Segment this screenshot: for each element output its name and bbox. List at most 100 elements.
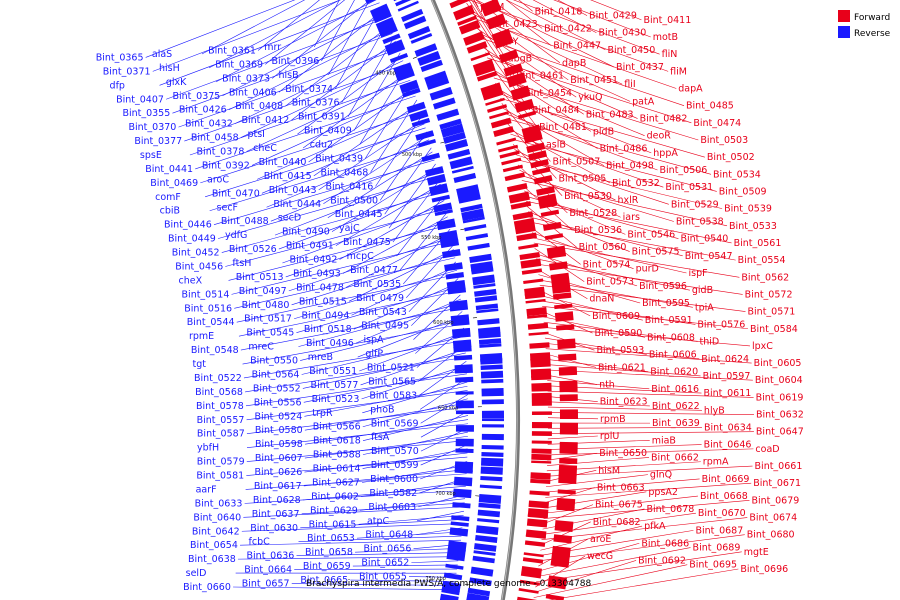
forward-label-bint-0530[interactable]: Bint_0530 [564, 191, 612, 202]
forward-label-bint-0533[interactable]: Bint_0533 [729, 221, 777, 232]
reverse-label-bint-0456[interactable]: Bint_0456 [175, 261, 223, 272]
reverse-label-bint-0492[interactable]: Bint_0492 [290, 255, 338, 266]
reverse-label-bint-0630[interactable]: Bint_0630 [250, 523, 298, 534]
forward-label-bint-0430[interactable]: Bint_0430 [598, 28, 646, 39]
reverse-label-bint-0526[interactable]: Bint_0526 [229, 244, 277, 255]
forward-label-bint-0411[interactable]: Bint_0411 [643, 15, 691, 26]
reverse-label-bint-0657[interactable]: Bint_0657 [242, 579, 290, 590]
forward-label-aslb[interactable]: aslB [546, 139, 566, 150]
reverse-label-bint-0371[interactable]: Bint_0371 [103, 66, 151, 77]
reverse-label-bint-0628[interactable]: Bint_0628 [253, 495, 301, 506]
reverse-label-bint-0516[interactable]: Bint_0516 [184, 303, 232, 314]
reverse-label-bint-0470[interactable]: Bint_0470 [212, 188, 260, 199]
reverse-label-bint-0626[interactable]: Bint_0626 [254, 467, 302, 478]
forward-label-bint-0604[interactable]: Bint_0604 [755, 375, 803, 386]
forward-label-bint-0680[interactable]: Bint_0680 [747, 530, 795, 541]
forward-label-bint-0529[interactable]: Bint_0529 [671, 199, 719, 210]
forward-label-bint-0509[interactable]: Bint_0509 [719, 186, 767, 197]
reverse-label-bint-0440[interactable]: Bint_0440 [259, 157, 307, 168]
reverse-label-bint-0588[interactable]: Bint_0588 [313, 450, 361, 461]
reverse-label-bint-0449[interactable]: Bint_0449 [168, 234, 216, 245]
reverse-label-bint-0439[interactable]: Bint_0439 [315, 153, 363, 164]
reverse-label-chex[interactable]: cheX [179, 275, 203, 286]
forward-label-bint-0423[interactable]: Bint_0423 [490, 19, 538, 30]
reverse-label-bint-0524[interactable]: Bint_0524 [254, 411, 302, 422]
reverse-label-bint-0578[interactable]: Bint_0578 [196, 401, 244, 412]
forward-label-pfka[interactable]: pfkA [644, 521, 666, 532]
forward-label-bint-0663[interactable]: Bint_0663 [597, 482, 645, 493]
reverse-label-hish[interactable]: hisH [159, 63, 180, 74]
reverse-label-bint-0365[interactable]: Bint_0365 [96, 52, 144, 63]
reverse-label-bint-0564[interactable]: Bint_0564 [252, 369, 300, 380]
forward-label-bint-0647[interactable]: Bint_0647 [756, 427, 804, 438]
reverse-label-bint-0581[interactable]: Bint_0581 [196, 471, 244, 482]
reverse-label-bint-0444[interactable]: Bint_0444 [273, 199, 321, 210]
reverse-label-bint-0551[interactable]: Bint_0551 [309, 366, 357, 377]
reverse-label-bint-0568[interactable]: Bint_0568 [195, 387, 243, 398]
reverse-label-comf[interactable]: comF [155, 192, 181, 203]
reverse-label-bint-0416[interactable]: Bint_0416 [326, 181, 374, 192]
reverse-label-bint-0665[interactable]: Bint_0665 [300, 575, 348, 586]
reverse-label-bint-0480[interactable]: Bint_0480 [242, 300, 290, 311]
reverse-label-bint-0496[interactable]: Bint_0496 [306, 338, 354, 349]
forward-label-bint-0503[interactable]: Bint_0503 [700, 135, 748, 146]
reverse-label-bint-0374[interactable]: Bint_0374 [285, 84, 333, 95]
reverse-label-dfp[interactable]: dfp [110, 80, 125, 91]
reverse-label-cbib[interactable]: cbiB [160, 206, 180, 217]
reverse-label-bint-0514[interactable]: Bint_0514 [182, 289, 230, 300]
forward-label-bint-0437[interactable]: Bint_0437 [616, 62, 664, 73]
reverse-label-bint-0577[interactable]: Bint_0577 [311, 380, 359, 391]
forward-label-bint-0621[interactable]: Bint_0621 [598, 362, 646, 373]
forward-label-bint-0619[interactable]: Bint_0619 [756, 392, 804, 403]
forward-label-bint-0669[interactable]: Bint_0669 [702, 474, 750, 485]
forward-label-bint-0576[interactable]: Bint_0576 [697, 319, 745, 330]
reverse-label-bint-0633[interactable]: Bint_0633 [195, 498, 243, 509]
reverse-label-bint-0468[interactable]: Bint_0468 [321, 167, 369, 178]
reverse-label-bint-0415[interactable]: Bint_0415 [264, 171, 312, 182]
reverse-label-bint-0552[interactable]: Bint_0552 [253, 383, 301, 394]
reverse-label-mcpc[interactable]: mcpC [347, 251, 375, 262]
forward-label-tpia[interactable]: tpiA [695, 302, 714, 313]
forward-label-bint-0675[interactable]: Bint_0675 [595, 500, 643, 511]
forward-label-bint-0608[interactable]: Bint_0608 [647, 332, 695, 343]
forward-label-bint-0571[interactable]: Bint_0571 [748, 307, 796, 318]
reverse-label-bint-0477[interactable]: Bint_0477 [350, 265, 398, 276]
reverse-label-phob[interactable]: phoB [370, 404, 394, 415]
reverse-label-bint-0409[interactable]: Bint_0409 [304, 126, 352, 137]
forward-label-bint-0502[interactable]: Bint_0502 [707, 152, 755, 163]
reverse-label-ispa[interactable]: ispA [363, 335, 384, 346]
forward-label-bint-0539[interactable]: Bint_0539 [724, 204, 772, 215]
forward-label-bint-0606[interactable]: Bint_0606 [649, 349, 697, 360]
forward-label-ppsa2[interactable]: ppsA2 [648, 487, 678, 498]
forward-label-bint-0422[interactable]: Bint_0422 [544, 23, 592, 34]
reverse-label-bint-0570[interactable]: Bint_0570 [371, 446, 419, 457]
reverse-label-bint-0452[interactable]: Bint_0452 [172, 248, 220, 259]
forward-label-flii[interactable]: fliI [624, 79, 635, 90]
reverse-label-bint-0548[interactable]: Bint_0548 [191, 345, 239, 356]
forward-label-aroe[interactable]: aroE [590, 534, 611, 545]
reverse-label-bint-0655[interactable]: Bint_0655 [359, 572, 407, 583]
forward-label-bint-0593[interactable]: Bint_0593 [596, 345, 644, 356]
reverse-label-bint-0479[interactable]: Bint_0479 [356, 293, 404, 304]
reverse-label-tgt[interactable]: tgt [193, 359, 207, 370]
forward-label-flim[interactable]: fliM [670, 66, 687, 77]
forward-label-bint-0481[interactable]: Bint_0481 [539, 122, 587, 133]
reverse-label-bint-0640[interactable]: Bint_0640 [193, 512, 241, 523]
forward-label-bint-0574[interactable]: Bint_0574 [583, 259, 631, 270]
reverse-label-bint-0377[interactable]: Bint_0377 [134, 136, 182, 147]
forward-label-bint-0695[interactable]: Bint_0695 [689, 560, 737, 571]
forward-label-bint-0485[interactable]: Bint_0485 [686, 101, 734, 112]
reverse-label-glfp[interactable]: glfP [365, 349, 383, 360]
forward-label-bint-0692[interactable]: Bint_0692 [638, 555, 686, 566]
forward-label-bint-0575[interactable]: Bint_0575 [632, 247, 680, 258]
forward-label-ispf[interactable]: ispF [688, 268, 707, 279]
reverse-label-secf[interactable]: secF [217, 202, 238, 213]
forward-label-iars[interactable]: iars [623, 212, 640, 223]
forward-label-bint-0622[interactable]: Bint_0622 [652, 401, 700, 412]
forward-label-bint-0616[interactable]: Bint_0616 [651, 384, 699, 395]
reverse-label-aroc[interactable]: aroC [207, 174, 229, 185]
reverse-label-bint-0443[interactable]: Bint_0443 [269, 185, 317, 196]
reverse-label-bint-0614[interactable]: Bint_0614 [313, 464, 361, 475]
forward-label-bint-0573[interactable]: Bint_0573 [586, 277, 634, 288]
reverse-label-ftsh[interactable]: ftsH [232, 258, 251, 269]
